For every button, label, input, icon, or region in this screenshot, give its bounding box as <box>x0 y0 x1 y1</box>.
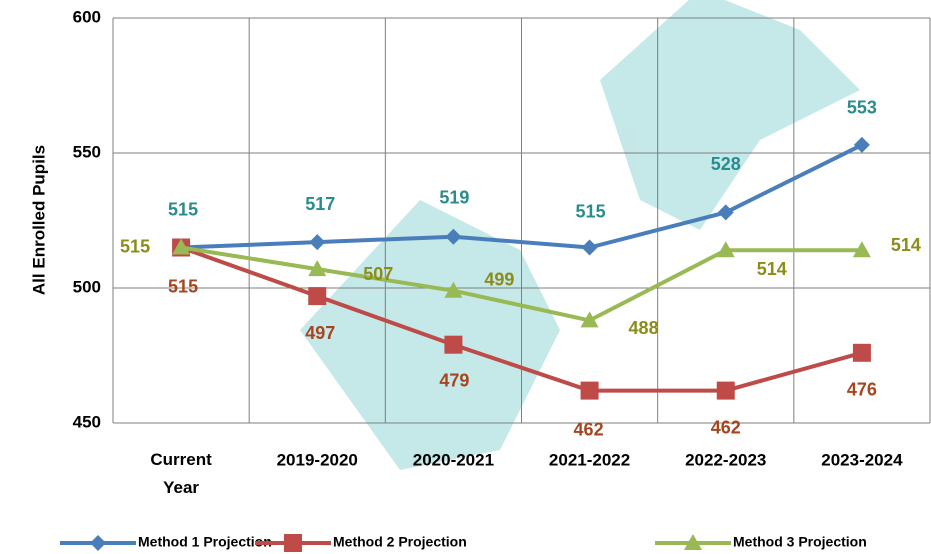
series <box>172 238 871 328</box>
watermark <box>300 0 860 470</box>
series-line <box>181 143 863 250</box>
data-label: 517 <box>305 194 335 214</box>
data-label: 514 <box>891 235 921 255</box>
series-line <box>180 245 862 323</box>
data-label: 515 <box>168 199 198 219</box>
legend-label: Method 2 Projection <box>333 534 467 550</box>
data-label: 499 <box>484 269 514 289</box>
marker <box>717 204 734 221</box>
data-label: 553 <box>847 98 877 118</box>
data-label: 479 <box>439 370 469 390</box>
marker <box>90 535 106 551</box>
data-label: 507 <box>363 264 393 284</box>
y-axis-label: All Enrolled Pupils <box>29 145 48 295</box>
x-tick-label: 2020-2021 <box>413 450 494 469</box>
data-label: 519 <box>439 187 469 207</box>
data-label: 528 <box>711 154 741 174</box>
x-tick-label: Current Year <box>150 450 212 497</box>
data-label: 515 <box>120 236 150 256</box>
series-line <box>180 245 863 393</box>
marker <box>852 343 871 362</box>
x-tick-line: Current <box>150 450 212 469</box>
marker <box>581 239 598 256</box>
marker <box>172 238 191 255</box>
marker <box>308 260 327 277</box>
marker <box>308 287 327 306</box>
y-tick-label: 450 <box>73 412 101 431</box>
marker <box>716 241 735 258</box>
marker <box>444 281 463 298</box>
y-tick-label: 500 <box>73 277 101 296</box>
marker <box>853 136 870 153</box>
marker <box>445 228 462 245</box>
data-label: 488 <box>629 318 659 338</box>
legend-label: Method 1 Projection <box>138 534 272 550</box>
marker <box>580 381 599 400</box>
x-tick-label: 2021-2022 <box>549 450 630 469</box>
marker <box>716 381 735 400</box>
x-tick-label: 2023-2024 <box>821 450 903 469</box>
data-label: 515 <box>576 201 606 221</box>
data-label: 497 <box>305 323 335 343</box>
y-tick-label: 600 <box>73 7 101 26</box>
x-tick-label: 2019-2020 <box>277 450 358 469</box>
data-label: 514 <box>757 259 787 279</box>
marker <box>309 234 326 251</box>
marker <box>852 241 871 258</box>
marker <box>684 534 702 550</box>
x-tick-label: 2022-2023 <box>685 450 766 469</box>
marker <box>284 534 302 552</box>
data-label: 476 <box>847 380 877 400</box>
data-label: 462 <box>711 417 741 437</box>
marker <box>444 335 463 354</box>
y-tick-label: 550 <box>73 142 101 161</box>
x-tick-line: Year <box>163 478 199 497</box>
data-label: 515 <box>168 276 198 296</box>
legend-label: Method 3 Projection <box>733 534 867 550</box>
data-label: 462 <box>574 419 604 439</box>
marker <box>580 311 599 328</box>
